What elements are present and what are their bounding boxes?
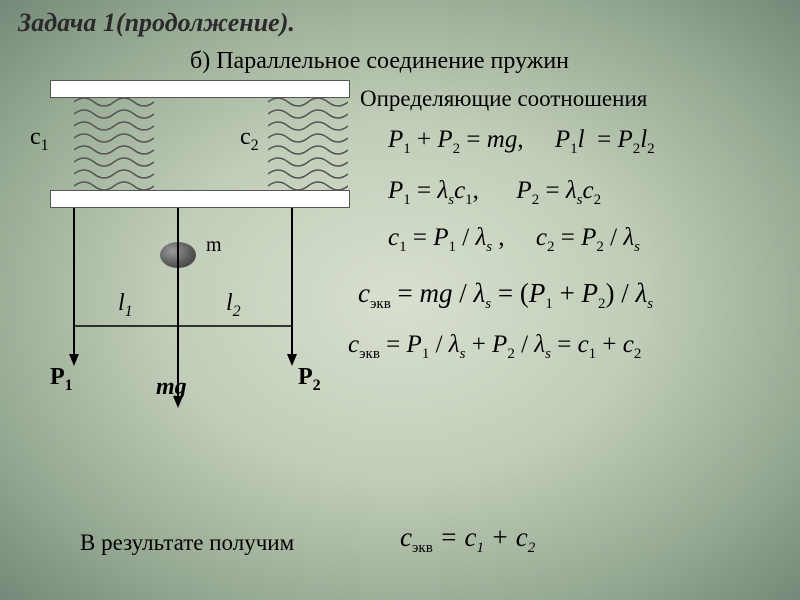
c1-label: c1	[30, 124, 49, 155]
eq-row-5: cэкв = P1 / λs + P2 / λs = c1 + c2	[348, 331, 788, 360]
force-arrows	[30, 208, 370, 448]
spring-left	[74, 98, 154, 190]
l1-label: l1	[118, 290, 133, 321]
subheading: Определяющие соотношения	[360, 86, 647, 112]
eq-row-1: P1 + P2 = mg, P1l = P2l2	[388, 126, 788, 155]
subtitle: б) Параллельное соединение пружин	[190, 48, 569, 75]
eq-row-4: cэкв = mg / λs = (P1 + P2) / λs	[358, 278, 788, 309]
result-equation: cэкв = c1 + c2	[400, 522, 535, 553]
eq-row-3: c1 = P1 / λs , c2 = P2 / λs	[388, 224, 788, 253]
equations: P1 + P2 = mg, P1l = P2l2 P1 = λsc1, P2 =…	[388, 126, 788, 376]
p2-label: P2	[298, 364, 321, 395]
bottom-plate	[50, 190, 350, 208]
spring-right	[268, 98, 348, 190]
result-label: В результате получим	[80, 530, 294, 556]
spring-diagram: c1 c2 m l1 l2 P1 mg P	[30, 74, 370, 454]
p1-label: P1	[50, 364, 73, 395]
eq-row-2: P1 = λsc1, P2 = λsc2	[388, 177, 788, 206]
page-title: Задача 1(продолжение).	[18, 8, 295, 38]
mg-label: mg	[156, 374, 187, 401]
top-plate	[50, 80, 350, 98]
c2-label: c2	[240, 124, 259, 155]
l2-label: l2	[226, 290, 241, 321]
